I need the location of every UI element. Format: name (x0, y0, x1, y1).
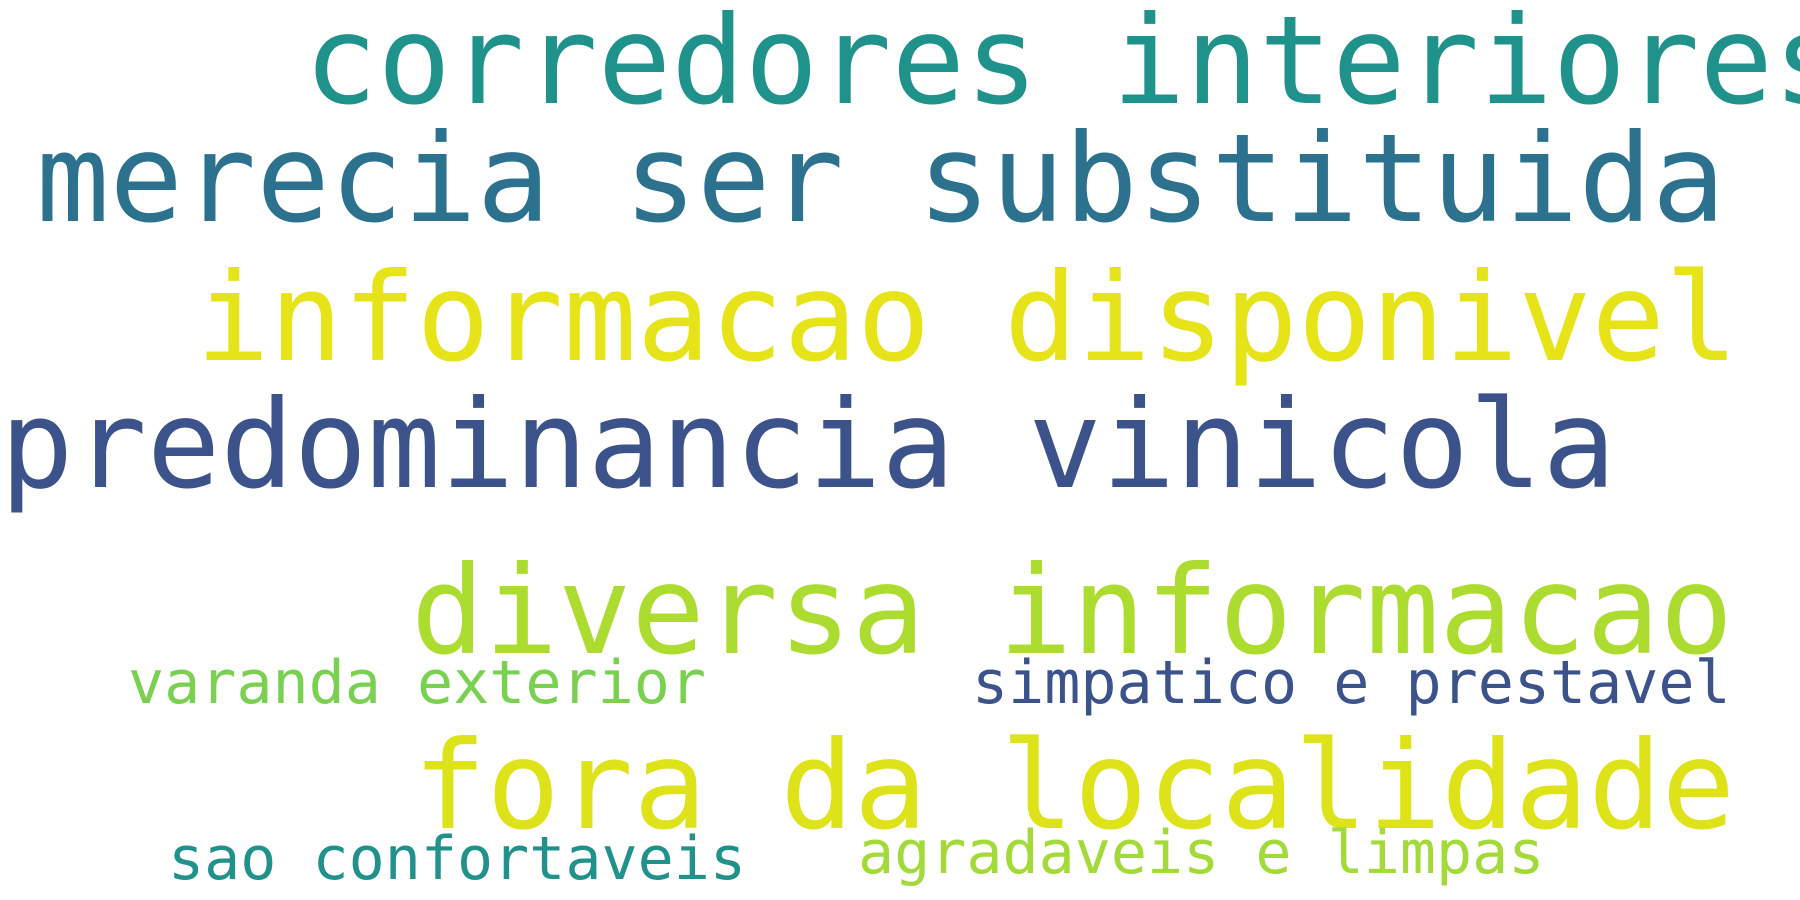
word-predominancia-vinicola: predominancia vinicola (0, 374, 1616, 516)
word-sao-confortaveis: sao confortaveis (168, 824, 746, 894)
word-varanda-exterior: varanda exterior (128, 648, 706, 718)
word-diversa-informacao: diversa informacao (411, 540, 1734, 682)
word-agradaveis-e-limpas: agradaveis e limpas (858, 818, 1545, 888)
word-informacao-disponivel: informacao disponivel (196, 247, 1739, 389)
word-fora-da-localidade: fora da localidade (413, 715, 1736, 857)
word-corredores-interiores: corredores interiores (304, 0, 1800, 132)
word-simpatico-e-prestavel: simpatico e prestavel (972, 648, 1731, 718)
word-merecia-ser-substituida: merecia ser substituida (36, 108, 1726, 250)
